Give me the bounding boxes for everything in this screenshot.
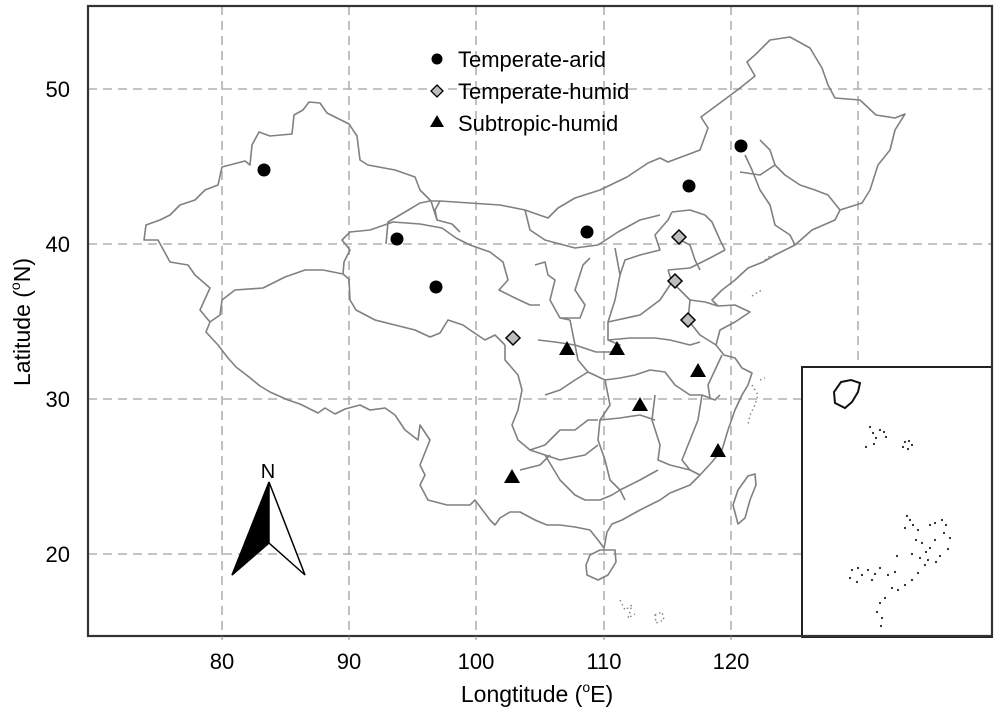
site-marker (257, 163, 271, 177)
legend-circle-icon (431, 53, 443, 65)
x-tick-label: 100 (458, 649, 495, 674)
site-marker (710, 443, 726, 457)
legend-diamond-icon (430, 84, 444, 98)
legend-label-subtropic-humid: Subtropic-humid (458, 111, 618, 136)
north-arrow-left-half-icon (231, 481, 270, 576)
y-axis: 50 40 30 20 Latitude (oN) (7, 77, 70, 567)
series-subtropic-humid (504, 341, 726, 483)
y-tick-label: 20 (46, 542, 70, 567)
plot-frame (86, 4, 994, 638)
province-borders (143, 36, 906, 624)
site-marker (580, 225, 594, 239)
site-marker (504, 469, 520, 483)
tick-marks (221, 636, 732, 640)
x-tick-label: 120 (713, 649, 750, 674)
inset-islands (848, 425, 952, 628)
north-arrow-right-half-icon (268, 481, 306, 576)
south-china-sea-inset (801, 366, 993, 638)
series-temperate-humid (504, 228, 697, 347)
x-tick-label: 110 (586, 649, 621, 674)
taiwan-outline (732, 473, 757, 525)
y-tick-label: 50 (46, 77, 70, 102)
x-axis: 80 90 100 110 120 Longtitude (oE) (210, 649, 750, 707)
y-tick-label: 40 (46, 232, 70, 257)
x-tick-label: 90 (337, 649, 361, 674)
legend: Temperate-arid Temperate-humid Subtropic… (430, 47, 629, 136)
inset-hainan-outline (832, 378, 862, 410)
legend-label-temperate-arid: Temperate-arid (458, 47, 606, 72)
site-marker (609, 341, 625, 355)
legend-label-temperate-humid: Temperate-humid (458, 79, 629, 104)
site-marker (666, 272, 684, 290)
x-axis-title: Longtitude (oE) (461, 679, 613, 707)
legend-triangle-icon (430, 115, 444, 127)
site-marker (632, 397, 648, 411)
site-marker (679, 311, 697, 329)
hainan-outline (585, 549, 617, 581)
site-marker (429, 280, 443, 294)
north-arrow-label: N (261, 461, 275, 483)
gridlines (88, 6, 992, 636)
site-marker (690, 363, 706, 377)
series-temperate-arid (257, 139, 748, 294)
site-marker (734, 139, 748, 153)
site-marker (504, 329, 522, 347)
site-marker (390, 232, 404, 246)
site-marker (559, 341, 575, 355)
y-tick-label: 30 (46, 387, 70, 412)
north-arrow: N (231, 461, 306, 576)
x-tick-label: 80 (210, 649, 234, 674)
y-axis-title: Latitude (oN) (7, 258, 35, 386)
site-marker (682, 179, 696, 193)
site-marker (670, 228, 688, 246)
national-outline (143, 36, 906, 549)
